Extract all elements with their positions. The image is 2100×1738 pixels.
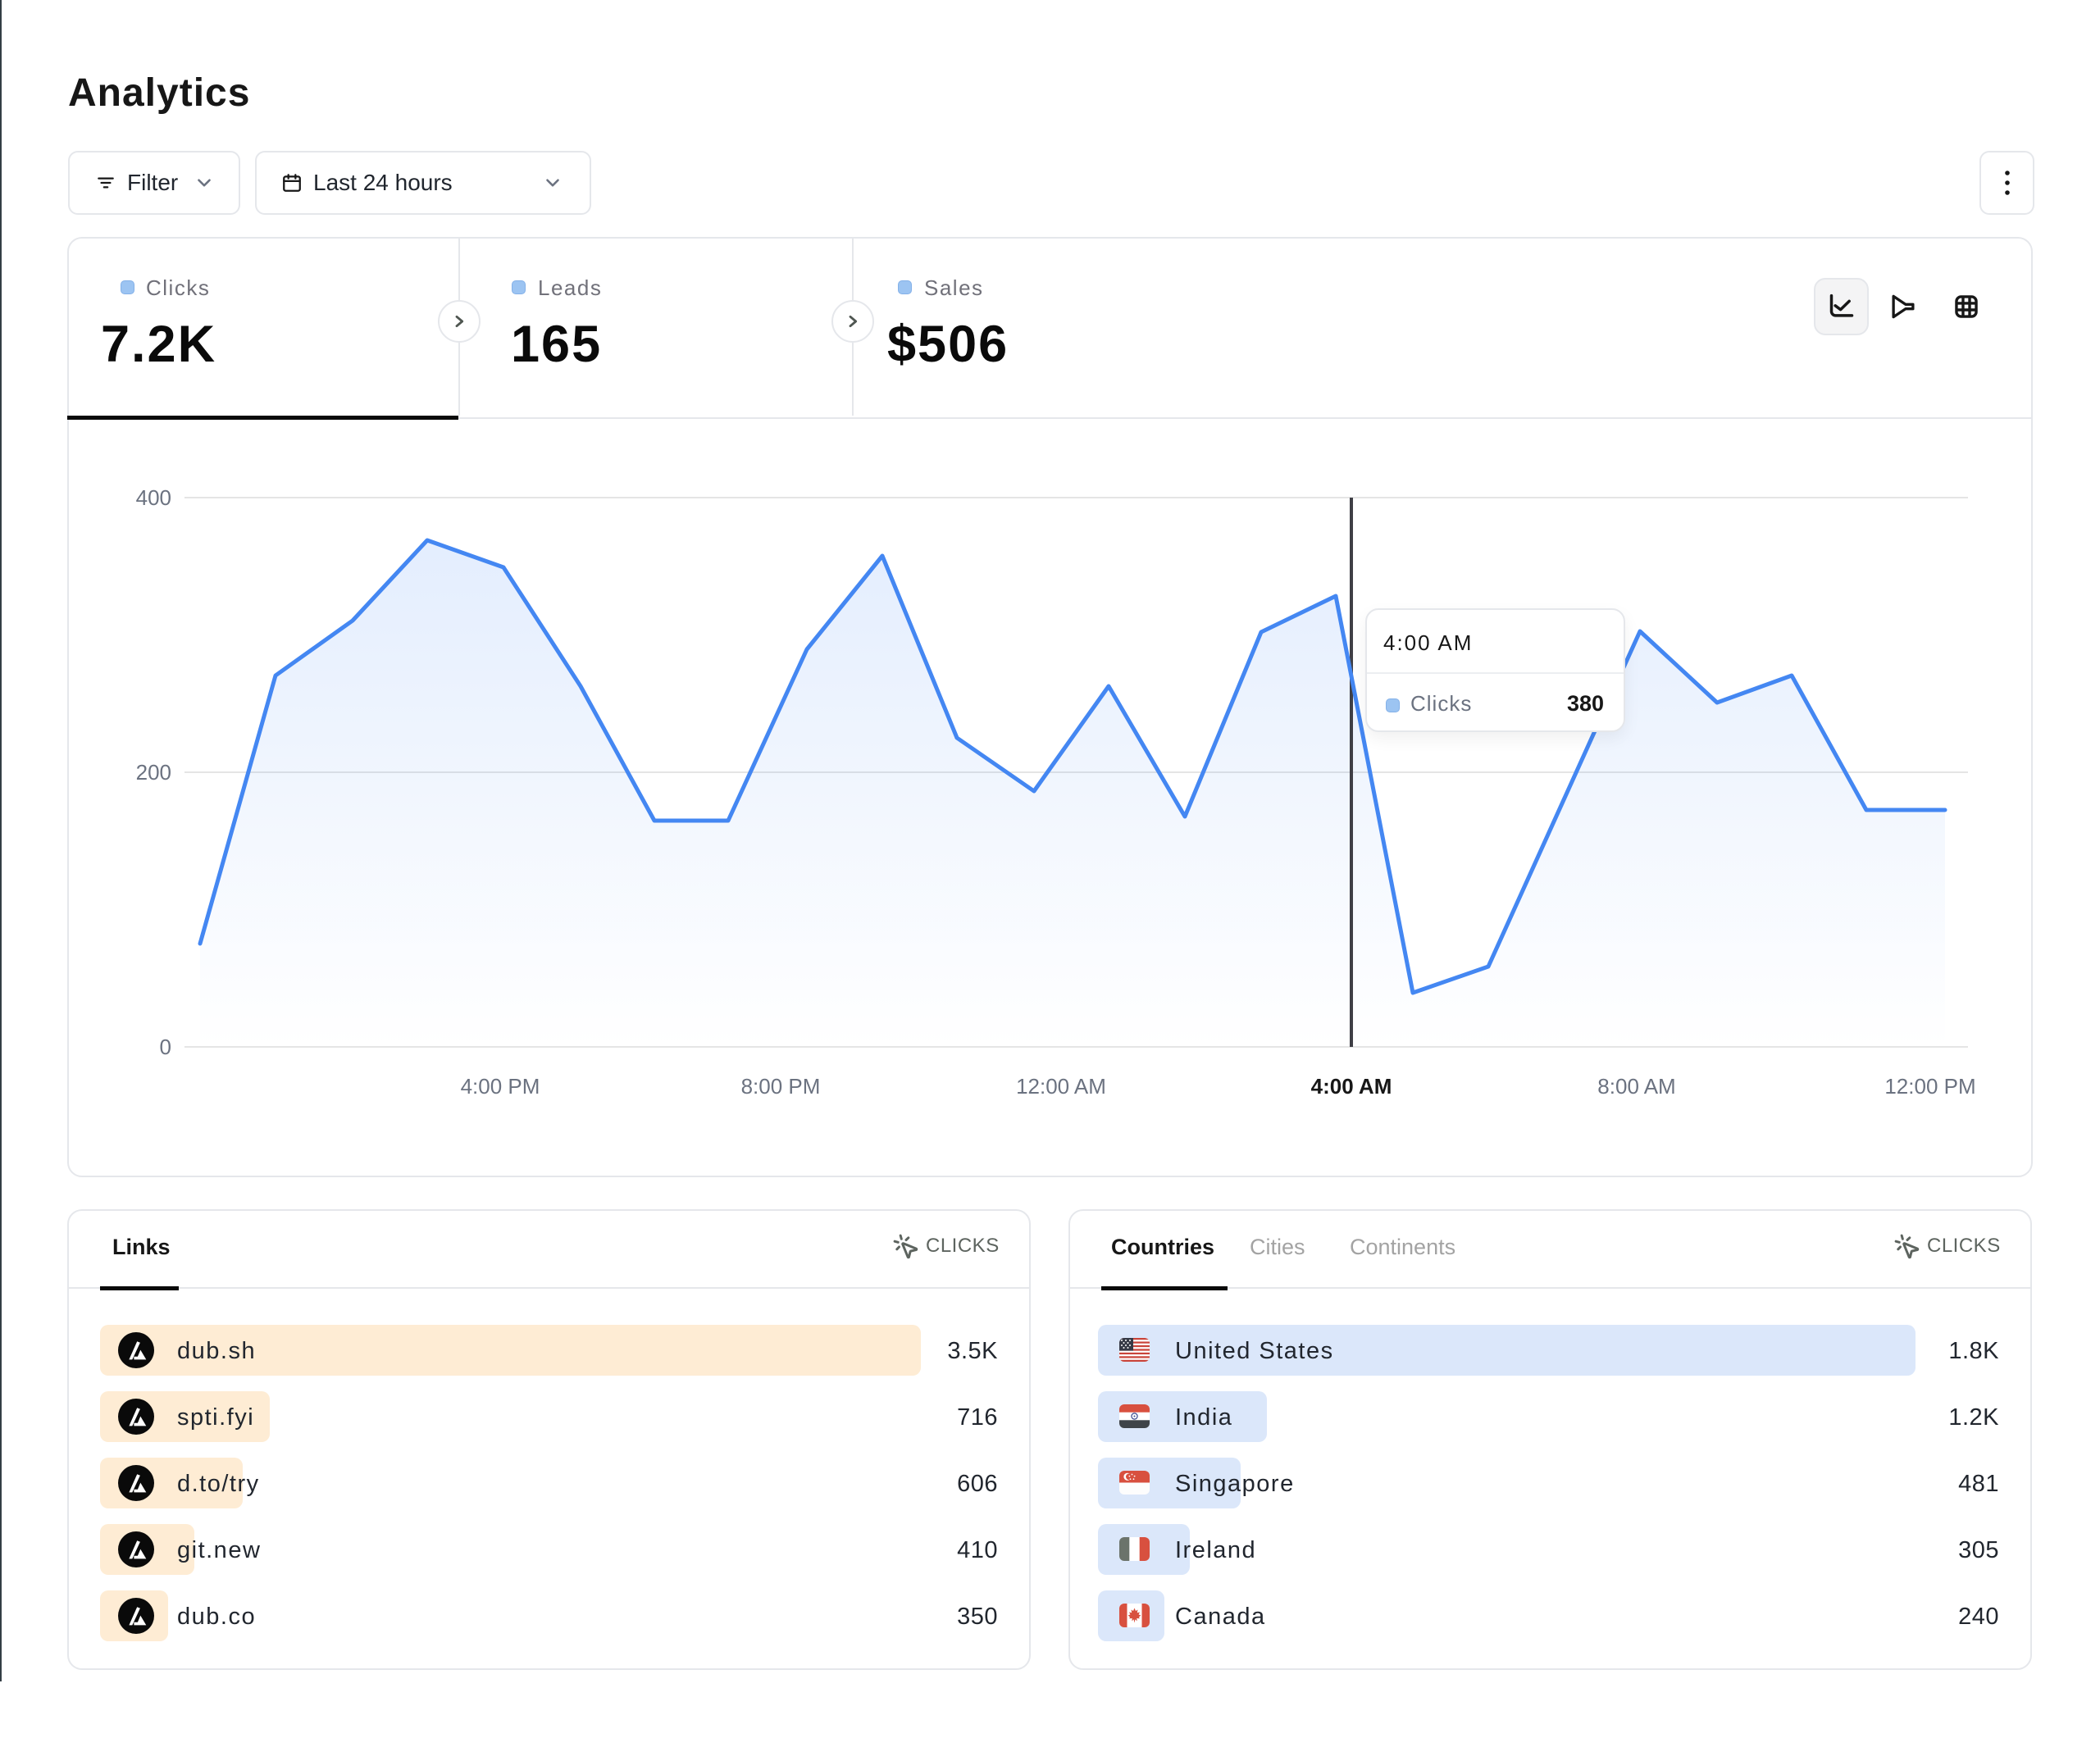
svg-text:4:00 AM: 4:00 AM: [1311, 1074, 1392, 1099]
svg-text:400: 400: [136, 485, 171, 510]
svg-text:200: 200: [136, 760, 171, 785]
svg-text:8:00 AM: 8:00 AM: [1597, 1074, 1675, 1099]
svg-text:8:00 PM: 8:00 PM: [741, 1074, 821, 1099]
svg-text:12:00 AM: 12:00 AM: [1016, 1074, 1106, 1099]
svg-text:0: 0: [160, 1035, 171, 1059]
svg-text:4:00 PM: 4:00 PM: [461, 1074, 540, 1099]
svg-text:12:00 PM: 12:00 PM: [1884, 1074, 1975, 1099]
